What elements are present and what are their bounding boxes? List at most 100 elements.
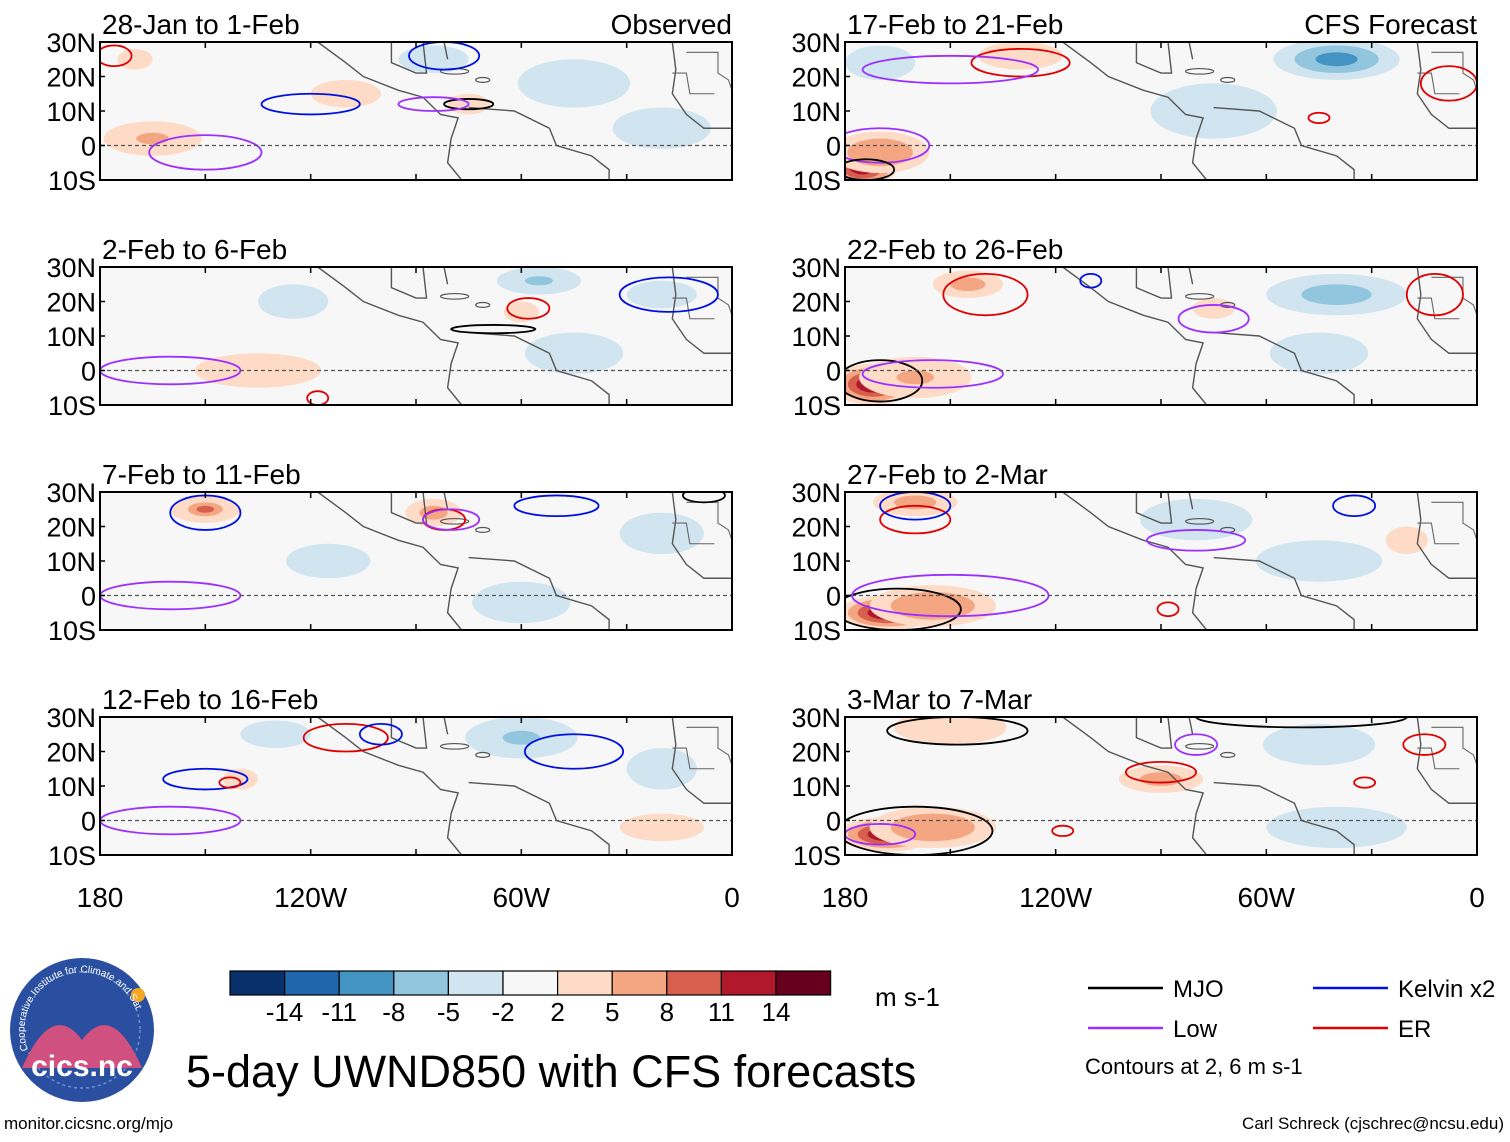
legend-label: Low [1173,1016,1218,1043]
map-panel: 30N 20N 10N 0 10S 17-Feb to 21-Feb CFS Forecas… [791,9,1478,196]
contour-low [397,96,470,112]
lat-tick-label: 0 [81,807,96,837]
colorbar-swatch [229,970,286,996]
lat-tick-label: 10N [791,97,841,127]
colorbar: -14 -11 -8 -5 -2 2 5 8 11 14 m s-1 [229,970,940,1027]
wind-anomaly-shade [1168,509,1225,530]
hispaniola-outline [475,751,491,758]
contour-low [845,823,917,846]
colorbar-swatch [502,970,559,996]
hispaniola-outline [1220,751,1236,758]
wind-anomaly-shade [1315,52,1358,67]
lat-tick-label: 10S [793,391,841,421]
wind-anomaly-shade [136,132,170,145]
map-panel: 30N 20N 10N 0 10S 28-Jan to 1-Feb Observed [46,9,733,196]
panel-date-label: 12-Feb to 16-Feb [102,684,318,715]
colorbar-swatch [447,970,504,996]
colorbar-label: -14 [266,997,304,1027]
lon-tick-label: 60W [1238,882,1296,913]
colorbar-swatch [393,970,449,996]
colorbar-label: -11 [321,997,357,1027]
lat-tick-label: 10S [793,166,841,196]
lat-tick-label: 30N [46,703,96,733]
hispaniola-outline [475,76,491,83]
column-header: Observed [611,9,732,40]
panel-date-label: 17-Feb to 21-Feb [847,9,1063,40]
legend-label: Kelvin x2 [1398,976,1495,1003]
column-header: CFS Forecast [1304,9,1477,40]
panel-date-label: 2-Feb to 6-Feb [102,234,287,265]
contour-er [1402,733,1447,756]
colorbar-swatch [284,970,340,996]
map-panel: 30N 20N 10N 0 10S 27-Feb to 2-Mar [791,459,1478,646]
logo-ring [23,971,141,1089]
colorbar-label: 5 [605,997,619,1027]
lat-tick-label: 30N [791,703,841,733]
contour-er [970,48,1071,78]
wind-anomaly-shade [1192,298,1235,319]
wind-anomaly-shade [1266,806,1407,849]
contour-kelvin [1332,494,1377,518]
contour-low [1174,733,1219,756]
contour-kelvin [162,767,249,791]
chart-title: 5-day UWND850 with CFS forecasts [186,1046,917,1097]
africa-borders [1417,726,1477,770]
wind-anomaly-shade [640,523,683,544]
contour-er [100,44,133,68]
lon-tick-label: 60W [493,882,551,913]
logo-mountain [22,1025,142,1068]
footer-url[interactable]: monitor.cicsnc.org/mjo [4,1114,174,1133]
cuba-outline [1184,292,1215,300]
cuba-outline [1184,67,1215,75]
africa-borders [1417,51,1477,95]
lat-tick-label: 30N [791,28,841,58]
lat-tick-label: 10N [46,97,96,127]
hispaniola-outline [1220,76,1236,83]
wind-anomaly-shade [117,48,153,70]
lat-tick-label: 20N [46,288,96,318]
map-panel: 30N 20N 10N 0 10S 7-Feb to 11-Feb [46,459,733,646]
africa-borders [1417,501,1477,545]
lat-tick-label: 30N [46,28,96,58]
lat-tick-label: 10N [791,547,841,577]
map-panel: 30N 20N 10N 0 10S 3-Mar to 7-Mar 180 120W 60W 0 [791,684,1484,913]
lon-tick-label: 180 [77,882,124,913]
wind-anomaly-shade [416,52,452,67]
contour-kelvin [1079,272,1103,289]
wind-anomaly-shade [524,332,624,374]
colorbar-label: 14 [762,997,791,1027]
lat-tick-label: 0 [81,132,96,162]
lat-tick-label: 10N [46,322,96,352]
colorbar-label: -2 [491,997,514,1027]
colorbar-swatch [338,970,395,996]
africa-borders [672,726,732,770]
logo-sun [131,988,145,1002]
africa-borders [672,51,732,95]
colorbar-label: 2 [550,997,564,1027]
contour-er [302,723,389,753]
contour-kelvin [523,733,625,770]
wind-anomaly-shade [950,277,986,292]
lat-tick-label: 30N [791,478,841,508]
colorbar-units: m s-1 [875,982,940,1012]
lat-tick-label: 20N [791,513,841,543]
contour-er [1307,111,1331,124]
wind-anomaly-shade [512,306,531,318]
wind-anomaly-shade [896,370,934,385]
wind-anomaly-shade [1262,723,1376,766]
panel-date-label: 27-Feb to 2-Mar [847,459,1048,490]
contour-kelvin [618,276,719,313]
cuba-outline [1184,742,1215,750]
wind-anomaly-shade [644,758,680,780]
contour-mjo [886,717,1029,746]
colorbar-swatch [556,970,613,996]
logo-text: cics.nc [31,1050,133,1083]
wind-anomaly-shade [862,54,898,72]
contour-er [1405,272,1464,317]
colorbar-swatch [775,970,832,996]
cuba-outline [439,517,470,525]
lat-tick-label: 10S [48,616,96,646]
wind-anomaly-shade [911,598,954,613]
cuba-outline [439,292,470,300]
